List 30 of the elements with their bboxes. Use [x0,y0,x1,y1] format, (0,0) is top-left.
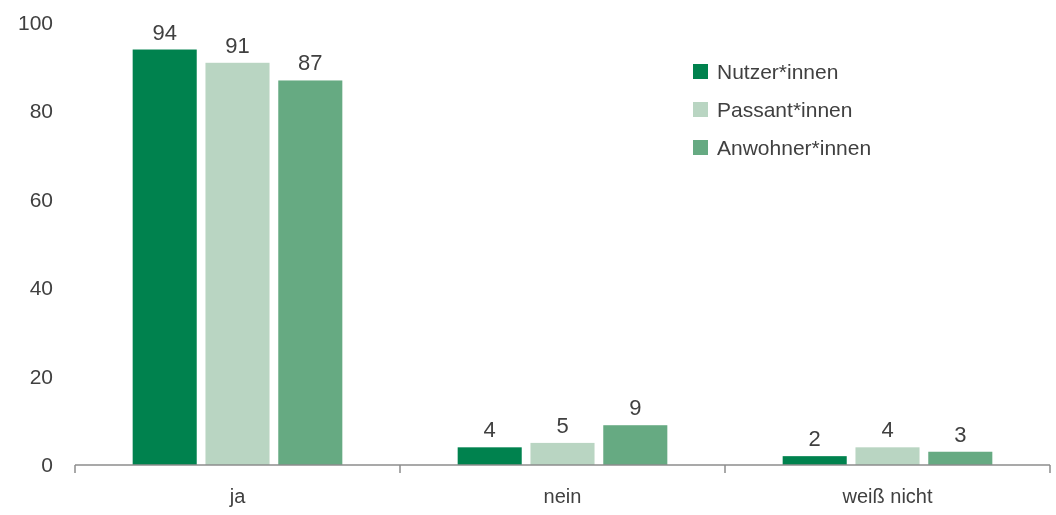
x-tick-label: weiß nicht [841,485,933,507]
x-tick-label: nein [543,485,582,507]
bar [278,80,343,465]
bar [928,451,993,465]
y-tick-label: 40 [29,276,53,300]
bar [457,447,522,465]
data-label: 4 [881,417,894,443]
legend-label: Passant*innen [717,98,853,121]
legend-label: Nutzer*innen [717,60,839,83]
data-label: 9 [629,395,642,421]
data-label: 94 [152,19,177,45]
y-tick-label: 0 [41,453,53,476]
data-label: 4 [483,417,496,443]
data-label: 5 [556,412,569,438]
y-tick-label: 20 [29,364,53,388]
bar [205,62,270,465]
bar [132,49,197,465]
bar [530,442,595,465]
data-label: 2 [808,426,821,452]
legend-label: Anwohner*innen [717,136,872,159]
bar [782,456,847,465]
data-label: 91 [225,32,250,58]
y-tick-label: 80 [29,99,53,123]
y-tick-label: 100 [17,11,53,34]
y-tick-label: 60 [29,187,53,211]
x-tick-label: ja [228,485,247,507]
bar [603,425,668,465]
data-label: 3 [954,421,967,447]
data-label: 87 [298,50,323,76]
bar [855,447,920,465]
